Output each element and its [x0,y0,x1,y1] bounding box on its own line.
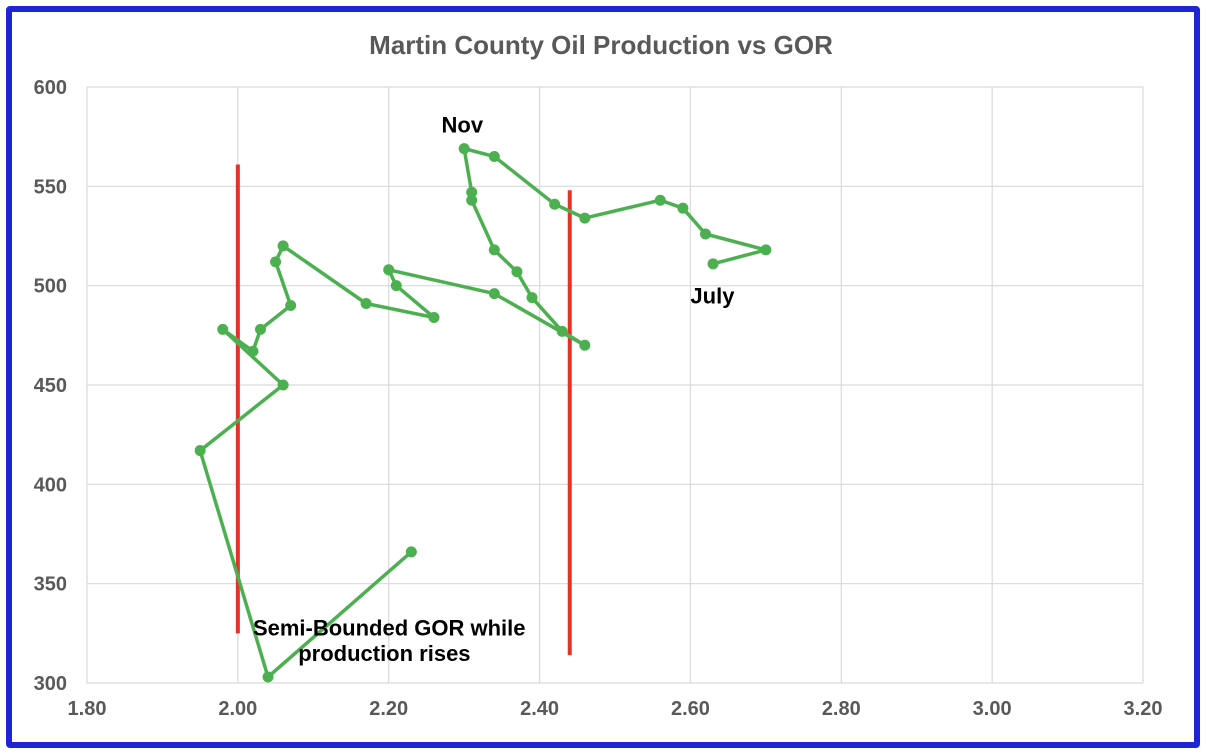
data-point [383,264,395,276]
y-tick-label: 450 [34,375,67,397]
x-tick-label: 1.80 [68,698,107,720]
x-tick-labels: 1.80 2.00 2.20 2.40 2.60 2.80 3.00 3.20 [68,698,1163,720]
data-point [579,212,591,224]
annotation-label: Nov [442,113,484,138]
reference-lines [235,164,572,656]
data-point [654,194,666,206]
annotation-label: Semi-Bounded GOR while [253,615,526,640]
x-tick-label: 3.00 [973,698,1012,720]
data-point [526,292,538,304]
series-line [198,146,768,679]
chart-title: Martin County Oil Production vs GOR [369,30,833,60]
data-series [194,143,772,683]
y-tick-label: 400 [34,474,67,496]
data-point [488,244,500,256]
y-tick-labels: 300 350 400 450 500 550 600 [34,77,67,695]
x-tick-label: 2.40 [520,698,559,720]
data-point [270,256,282,268]
x-tick-label: 3.20 [1124,698,1163,720]
x-tick-label: 2.60 [671,698,710,720]
annotation-label: July [690,284,735,309]
data-point [556,325,568,337]
annotation-label: production rises [298,641,470,666]
y-tick-label: 350 [34,574,67,596]
data-point [262,671,274,683]
gridlines [86,86,1144,684]
y-tick-label: 300 [34,673,67,695]
data-point [466,194,478,206]
data-point [285,300,297,312]
annotations: Nov July Semi-Bounded GOR whileproduction … [253,113,735,666]
data-point [247,345,259,357]
data-point [390,280,402,292]
x-tick-label: 2.80 [822,698,861,720]
data-point [277,240,289,252]
data-point [579,339,591,351]
data-point [511,266,523,278]
data-point [677,202,689,214]
data-point [488,151,500,163]
data-point [700,228,712,240]
data-point [405,546,417,558]
data-point [194,445,206,457]
data-point [466,186,478,198]
data-point [707,258,719,270]
data-point [428,311,440,323]
y-tick-label: 550 [34,176,67,198]
data-point [217,323,229,335]
chart-frame [6,6,1200,748]
x-tick-label: 2.00 [218,698,257,720]
y-tick-label: 500 [34,276,67,298]
data-point [488,288,500,300]
data-point [254,323,266,335]
data-point [360,298,372,310]
y-tick-label: 600 [34,77,67,99]
data-point [549,198,561,210]
data-point [458,143,470,155]
x-tick-label: 2.20 [369,698,408,720]
data-point [760,244,772,256]
data-point [277,379,289,391]
